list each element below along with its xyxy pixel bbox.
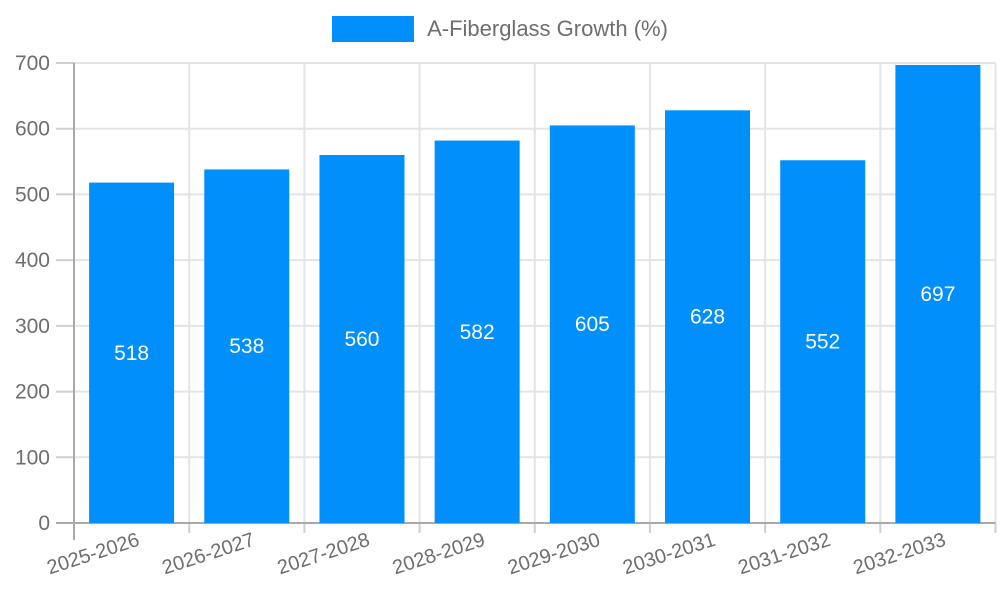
bar-value-label: 560: [344, 328, 379, 351]
bar-2027-2028[interactable]: [319, 155, 405, 523]
y-axis-tick-label: 400: [15, 249, 50, 272]
bar-2031-2032[interactable]: [780, 160, 866, 523]
bar-value-label: 697: [920, 283, 955, 306]
x-axis-category-label: 2025-2026: [44, 529, 142, 579]
bar-2029-2030[interactable]: [549, 125, 635, 523]
x-axis-category-label: 2028-2029: [390, 529, 488, 579]
bar-2032-2033[interactable]: [895, 64, 981, 523]
y-axis-tick-label: 0: [38, 512, 50, 535]
y-axis-tick-label: 100: [15, 446, 50, 469]
y-axis-tick-label: 300: [15, 315, 50, 338]
bar-value-label: 552: [805, 331, 840, 354]
bar-value-label: 605: [575, 313, 610, 336]
legend-item-fiberglass-growth[interactable]: A-Fiberglass Growth (%): [332, 16, 668, 42]
x-axis-category-label: 2031-2032: [735, 529, 833, 579]
bar-2025-2026[interactable]: [89, 182, 175, 523]
bar-2030-2031[interactable]: [665, 110, 751, 524]
bar-value-label: 628: [690, 306, 725, 329]
x-axis-category-label: 2032-2033: [851, 529, 949, 579]
bar-value-label: 538: [229, 335, 264, 358]
bar-value-label: 518: [114, 342, 149, 365]
bar-value-label: 582: [460, 321, 495, 344]
y-axis-tick-label: 500: [15, 183, 50, 206]
x-axis-category-label: 2029-2030: [505, 529, 603, 579]
bar-2028-2029[interactable]: [434, 140, 520, 524]
y-axis-tick-label: 200: [15, 381, 50, 404]
x-axis-category-label: 2026-2027: [160, 529, 258, 579]
x-axis-category-label: 2027-2028: [275, 529, 373, 579]
legend-swatch-icon: [332, 16, 415, 42]
y-axis-tick-label: 700: [15, 52, 50, 75]
y-axis-tick-label: 600: [15, 118, 50, 141]
bar-2026-2027[interactable]: [204, 169, 290, 523]
legend: A-Fiberglass Growth (%): [0, 16, 1000, 42]
legend-label: A-Fiberglass Growth (%): [427, 16, 668, 41]
x-axis-category-label: 2030-2031: [620, 529, 718, 579]
